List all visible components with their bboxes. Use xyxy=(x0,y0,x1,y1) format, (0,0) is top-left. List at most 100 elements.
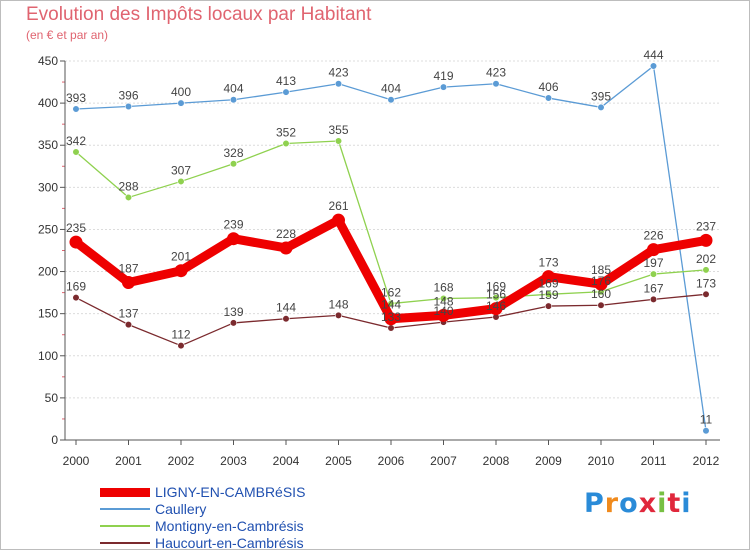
data-point xyxy=(72,148,80,156)
x-tick-label: 2005 xyxy=(325,454,352,468)
data-label: 169 xyxy=(486,280,506,294)
legend-label-ligny: LIGNY-EN-CAMBRéSIS xyxy=(155,484,306,500)
data-point xyxy=(649,270,658,278)
x-tick-label: 2000 xyxy=(63,454,90,468)
x-tick-label: 2004 xyxy=(273,454,300,468)
data-label: 352 xyxy=(276,126,296,140)
data-label: 307 xyxy=(171,163,191,177)
data-point xyxy=(649,295,658,303)
data-point xyxy=(334,137,343,145)
data-label: 133 xyxy=(381,310,401,324)
data-label: 160 xyxy=(591,287,611,301)
chart-title: Evolution des Impôts locaux par Habitant xyxy=(26,4,372,25)
data-point xyxy=(334,80,343,88)
data-label: 235 xyxy=(66,221,86,235)
data-label: 148 xyxy=(433,294,453,308)
legend-label-haucourt: Haucourt-en-Cambrésis xyxy=(155,535,304,551)
data-point xyxy=(489,302,503,316)
data-point xyxy=(282,315,290,323)
logo-letter: i xyxy=(657,488,668,519)
data-point xyxy=(594,277,608,291)
data-point xyxy=(649,62,658,70)
chart-subtitle: (en € et par an) xyxy=(26,28,109,42)
legend-swatch-caullery xyxy=(100,508,150,510)
data-label: 393 xyxy=(66,91,86,105)
data-label: 185 xyxy=(591,263,611,277)
x-tick-label: 2003 xyxy=(220,454,247,468)
y-tick-label: 50 xyxy=(45,391,59,405)
y-tick-label: 150 xyxy=(38,307,58,321)
data-label: 395 xyxy=(591,89,611,103)
data-point xyxy=(174,264,188,278)
data-label: 237 xyxy=(696,219,716,233)
data-label: 159 xyxy=(538,288,558,302)
x-tick-label: 2010 xyxy=(588,454,615,468)
data-point xyxy=(69,235,83,249)
x-tick-label: 2002 xyxy=(168,454,195,468)
x-tick-label: 2006 xyxy=(378,454,405,468)
data-point xyxy=(229,319,238,327)
x-tick-label: 2007 xyxy=(430,454,457,468)
data-point xyxy=(72,105,80,113)
data-label: 239 xyxy=(223,218,243,232)
data-label: 400 xyxy=(171,85,191,99)
legend-label-caullery: Caullery xyxy=(155,501,207,517)
data-point xyxy=(544,94,553,102)
logo-letter: o xyxy=(619,488,639,519)
plot-area xyxy=(65,61,720,440)
data-label: 197 xyxy=(643,256,663,270)
data-label: 137 xyxy=(118,307,138,321)
y-tick-label: 0 xyxy=(51,433,58,447)
data-label: 201 xyxy=(171,250,191,264)
data-label: 423 xyxy=(328,66,348,80)
data-label: 261 xyxy=(328,199,348,213)
x-tick-label: 2011 xyxy=(641,454,667,468)
data-point xyxy=(229,160,238,168)
x-tick-label: 2009 xyxy=(535,454,562,468)
data-label: 226 xyxy=(643,229,663,243)
data-point xyxy=(387,324,395,332)
data-point xyxy=(122,276,135,290)
data-label: 167 xyxy=(643,281,663,295)
data-label: 342 xyxy=(66,134,86,148)
data-point xyxy=(334,311,343,319)
legend-label-montigny: Montigny-en-Cambrésis xyxy=(155,518,304,534)
data-point xyxy=(387,96,395,104)
logo-letter: r xyxy=(604,488,620,519)
data-point xyxy=(702,290,710,298)
data-label: 404 xyxy=(223,82,243,96)
x-tick-label: 2008 xyxy=(483,454,510,468)
data-point xyxy=(542,270,555,284)
data-label: 176 xyxy=(591,274,611,288)
data-point xyxy=(124,193,133,202)
logo-letter: P xyxy=(584,488,605,519)
x-tick-label: 2012 xyxy=(693,454,720,468)
legend-swatch-ligny xyxy=(100,487,150,497)
data-label: 413 xyxy=(276,74,296,88)
y-tick-label: 300 xyxy=(38,180,58,194)
y-tick-label: 200 xyxy=(38,265,58,279)
data-point xyxy=(72,294,80,302)
data-point xyxy=(124,102,133,111)
data-label: 173 xyxy=(696,276,716,290)
x-tick-label: 2001 xyxy=(115,454,142,468)
data-point xyxy=(492,294,500,302)
logo-letter: i xyxy=(681,488,692,519)
y-tick-label: 100 xyxy=(38,349,58,363)
data-point xyxy=(439,83,448,91)
data-label: 169 xyxy=(538,276,558,290)
data-point xyxy=(177,342,185,350)
data-label: 169 xyxy=(66,280,86,294)
data-point xyxy=(544,290,553,298)
data-label: 139 xyxy=(223,305,243,319)
data-point xyxy=(177,177,185,186)
data-label: 406 xyxy=(538,80,558,94)
data-point xyxy=(124,321,133,329)
data-point xyxy=(229,96,238,104)
data-label: 162 xyxy=(381,286,401,300)
data-point xyxy=(439,294,448,303)
data-label: 328 xyxy=(223,146,243,160)
y-tick-label: 250 xyxy=(38,222,58,236)
y-tick-label: 450 xyxy=(38,54,58,68)
